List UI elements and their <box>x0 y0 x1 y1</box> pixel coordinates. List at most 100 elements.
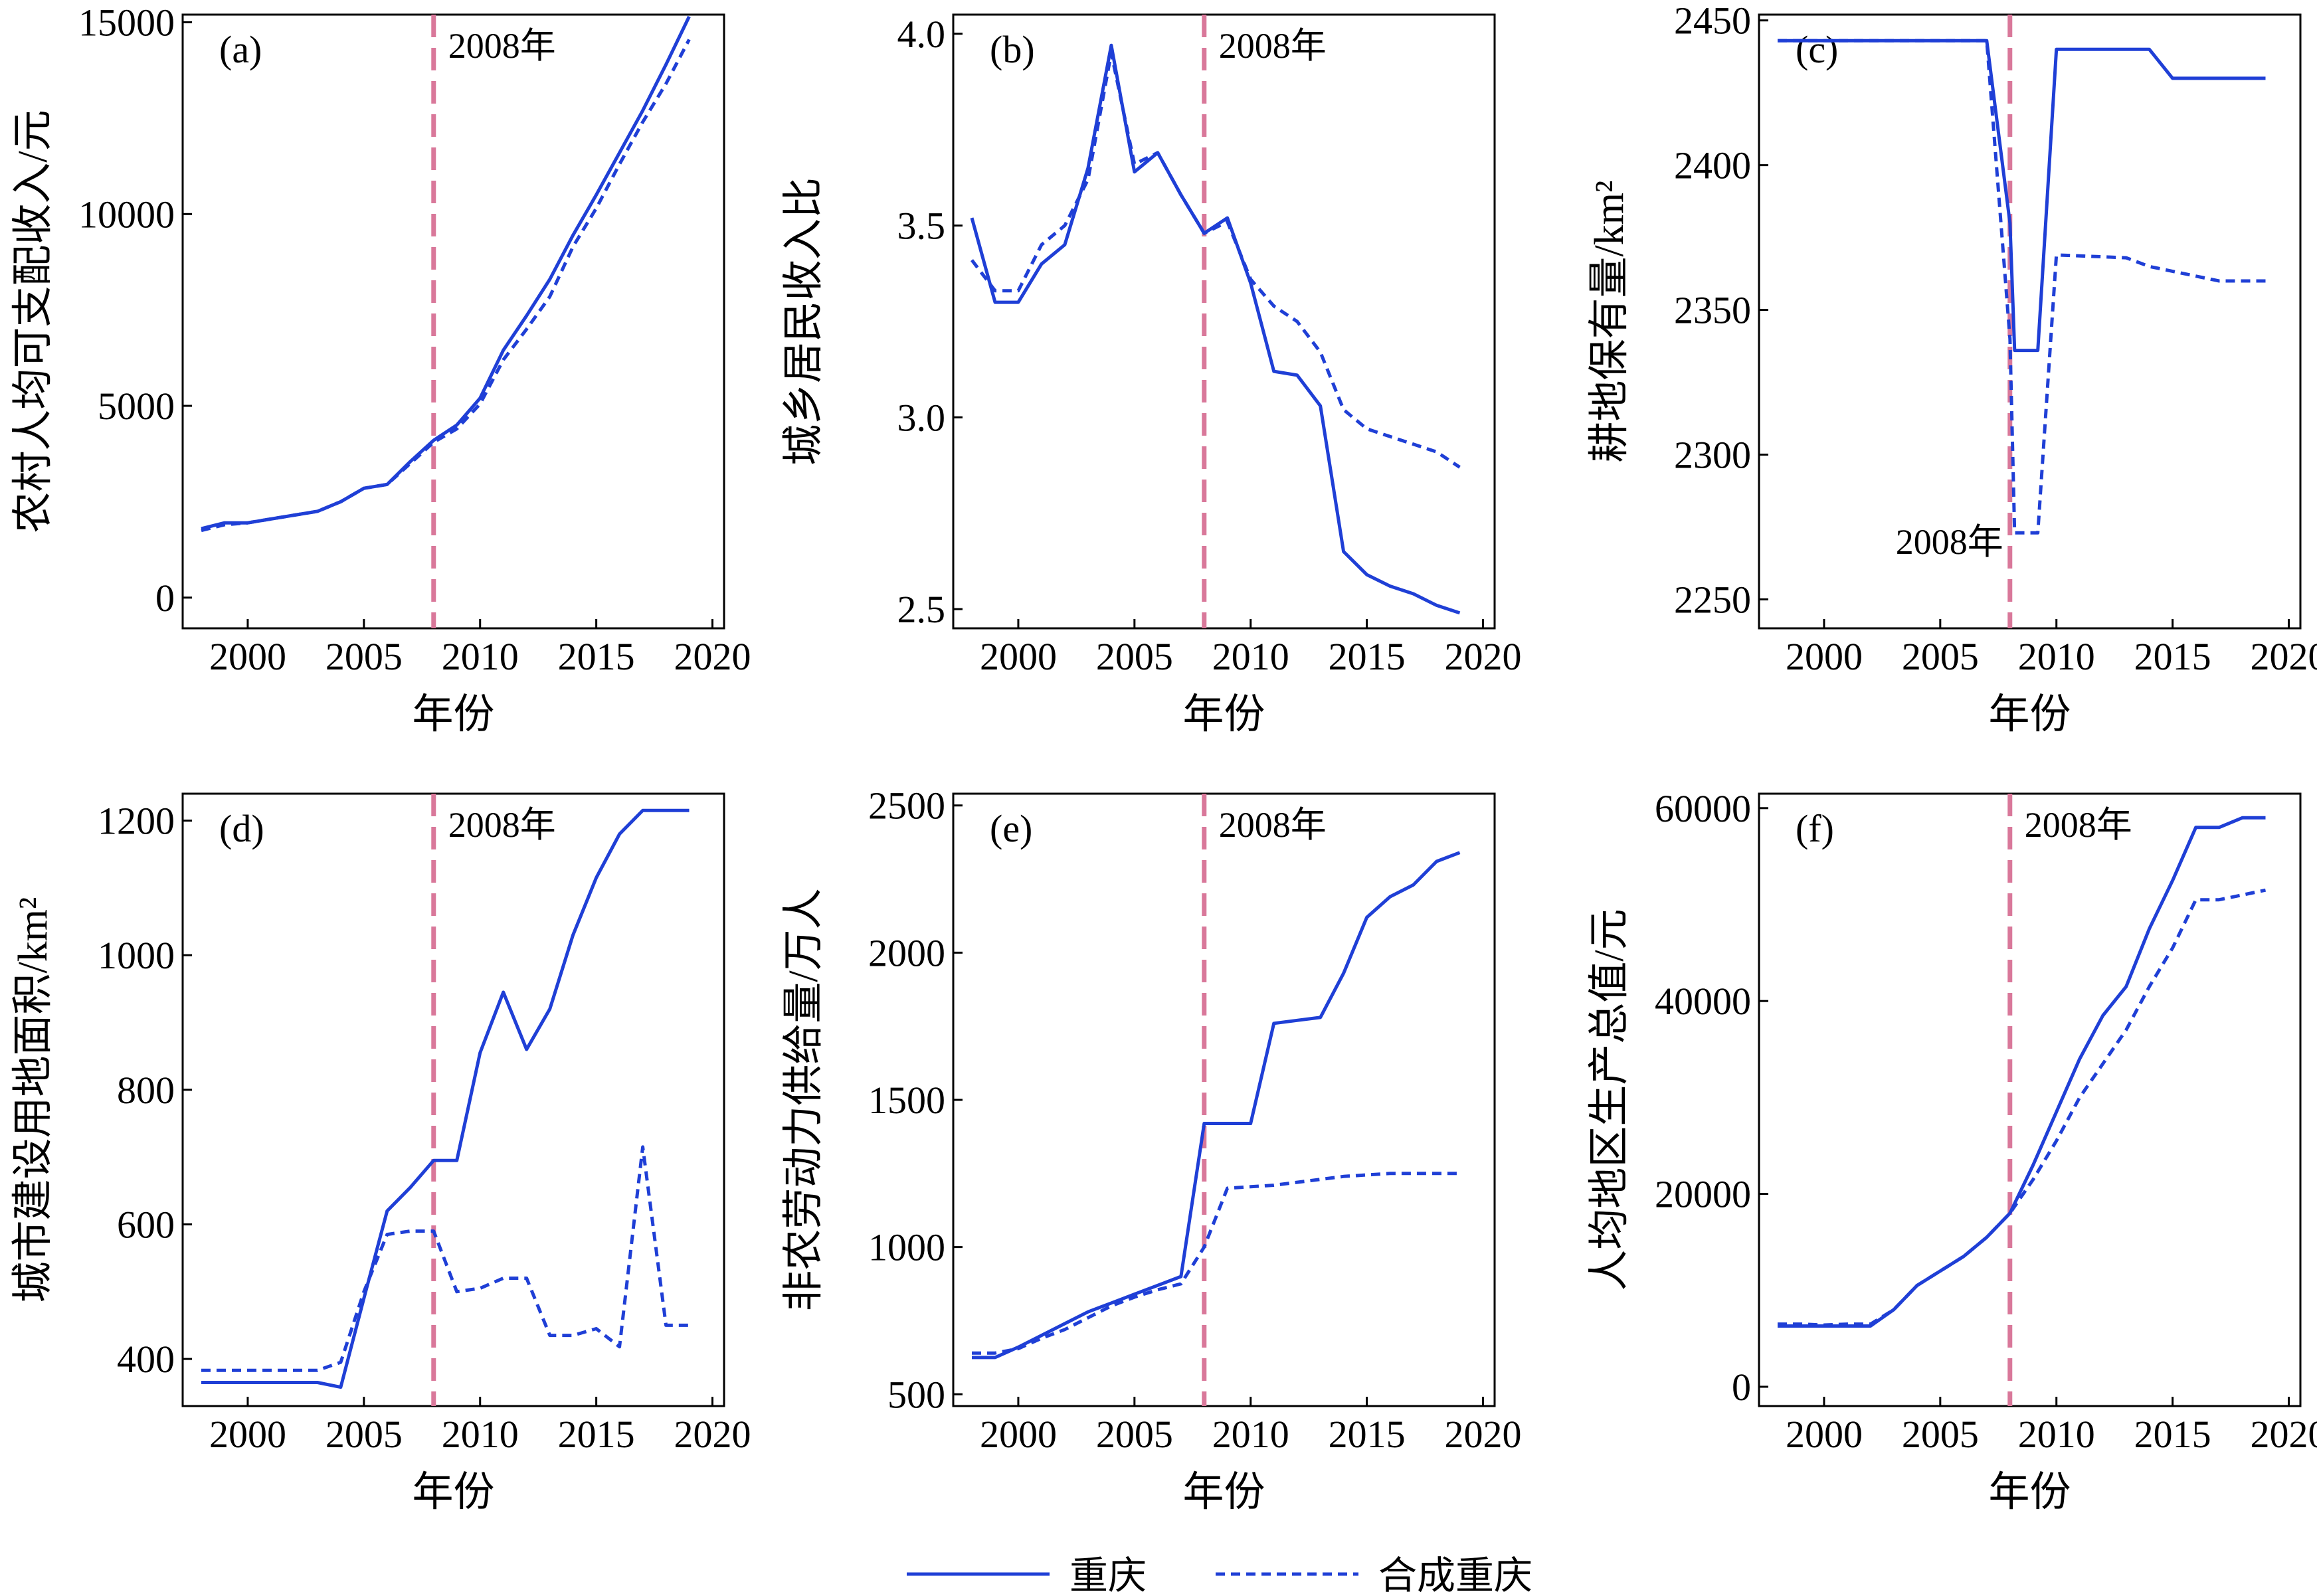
panel-label: (d) <box>219 807 264 850</box>
panel-label: (a) <box>219 28 262 71</box>
y-tick-label: 2300 <box>1674 433 1751 476</box>
panel-label: (b) <box>990 28 1035 71</box>
y-tick-label: 2400 <box>1674 144 1751 187</box>
panel-c: 2000 2005 2010 2015 2020 2250 2300 2350 2400 2450… <box>1587 0 2317 737</box>
event-annotation: 2008年 <box>448 26 556 66</box>
synthetic-series-line <box>201 39 691 533</box>
x-tick-label: 2005 <box>1096 1413 1173 1456</box>
panel-frame <box>181 792 725 1407</box>
x-tick-label: 2005 <box>325 635 403 678</box>
panel-label: (c) <box>1796 28 1838 71</box>
x-tick-label: 2015 <box>2134 1413 2211 1456</box>
x-tick-label: 2015 <box>558 635 635 678</box>
y-tick-label: 3.0 <box>897 396 946 439</box>
x-tick-label: 2015 <box>558 1413 635 1456</box>
y-tick-label: 1000 <box>868 1226 945 1269</box>
x-tick-label: 2000 <box>980 1413 1057 1456</box>
panel-e: 2000 2005 2010 2015 2020 500 1000 1500 2000 2500 年… <box>781 784 1522 1515</box>
panels-group: 2000 2005 2010 2015 2020050001000015000年份农村人… <box>11 0 2317 1515</box>
y-tick-label: 600 <box>117 1203 175 1246</box>
y-axis-label: 非农劳动力供给量/万人 <box>781 888 826 1311</box>
panel-d: 2000 2005 2010 2015 2020 400 600 800 1000 1200 年份 城… <box>11 792 751 1515</box>
actual-series-line <box>201 808 690 1389</box>
event-annotation: 2008年 <box>1896 522 2003 562</box>
y-tick-label: 60000 <box>1655 787 1751 830</box>
y-axis-label: 农村人均可支配收入/元 <box>11 110 56 533</box>
panel-frame <box>1758 792 2302 1407</box>
actual-series-line <box>970 43 1461 615</box>
x-tick-label: 2010 <box>1212 1413 1289 1456</box>
x-tick-label: 2020 <box>2251 635 2317 678</box>
y-tick-label: 0 <box>1732 1366 1751 1409</box>
x-axis-label: 年份 <box>412 692 494 737</box>
y-axis-label: 城乡居民收入比 <box>781 177 826 466</box>
x-tick-label: 2010 <box>442 1413 519 1456</box>
x-tick-label: 2005 <box>1902 635 1979 678</box>
panel-frame <box>952 13 1496 630</box>
y-tick-label: 500 <box>887 1373 945 1416</box>
y-tick-label: 2450 <box>1674 0 1751 43</box>
panel-frame <box>181 13 725 630</box>
x-tick-label: 2015 <box>2134 635 2211 678</box>
x-tick-label: 2010 <box>1212 635 1289 678</box>
y-tick-label: 5000 <box>98 385 175 428</box>
x-tick-label: 2020 <box>1445 1413 1522 1456</box>
x-tick-label: 2010 <box>2018 1413 2095 1456</box>
y-tick-label: 1200 <box>98 800 175 843</box>
synthetic-series-line <box>1778 39 2266 535</box>
y-tick-label: 40000 <box>1655 980 1751 1023</box>
x-axis-label: 年份 <box>1182 692 1265 737</box>
panel-b: 2000 2005 2010 2015 2020 2.5 3.0 3.5 4.0 年份 城乡居民收入… <box>781 13 1522 737</box>
panel-frame <box>1758 13 2302 630</box>
x-tick-label: 2005 <box>325 1413 403 1456</box>
y-tick-label: 2250 <box>1674 578 1751 621</box>
event-annotation: 2008年 <box>1219 805 1327 845</box>
panel-label: (e) <box>990 807 1032 850</box>
y-tick-label: 2000 <box>868 931 945 974</box>
x-tick-label: 2020 <box>1445 635 1522 678</box>
x-tick-label: 2000 <box>980 635 1057 678</box>
actual-series-line <box>201 15 691 531</box>
x-tick-label: 2000 <box>209 635 286 678</box>
y-tick-label: 1500 <box>868 1079 945 1122</box>
x-tick-label: 2020 <box>674 635 751 678</box>
panel-label: (f) <box>1796 807 1834 850</box>
x-tick-label: 2020 <box>2251 1413 2317 1456</box>
x-tick-label: 2005 <box>1902 1413 1979 1456</box>
x-tick-label: 2000 <box>1786 1413 1863 1456</box>
x-axis-label: 年份 <box>1988 1470 2071 1515</box>
synthetic-series-line <box>201 1145 690 1372</box>
actual-series-line <box>1778 39 2266 353</box>
y-tick-label: 3.5 <box>897 205 946 248</box>
synthetic-series-line <box>971 51 1461 469</box>
x-tick-label: 2015 <box>1329 635 1406 678</box>
actual-series-line <box>1778 816 2266 1328</box>
panel-f: 2000 2005 2010 2015 2020 0 20000 40000 60000 年份 人均… <box>1587 787 2317 1515</box>
event-annotation: 2008年 <box>448 805 556 845</box>
x-tick-label: 2010 <box>442 635 519 678</box>
x-tick-label: 2020 <box>674 1413 751 1456</box>
event-annotation: 2008年 <box>1219 26 1327 66</box>
synthetic-series-line <box>972 1172 1460 1355</box>
legend: 重庆 合成重庆 <box>907 1554 1532 1596</box>
y-tick-label: 20000 <box>1655 1173 1751 1216</box>
y-axis-label: 耕地保有量/km² <box>1587 180 1632 462</box>
y-tick-label: 4.0 <box>897 13 946 56</box>
y-axis-label: 人均地区生产总值/元 <box>1587 909 1632 1290</box>
y-tick-label: 2350 <box>1674 289 1751 332</box>
y-tick-label: 0 <box>155 576 175 620</box>
legend-synthetic-label: 合成重庆 <box>1378 1554 1532 1596</box>
y-tick-label: 2.5 <box>897 588 946 631</box>
y-tick-label: 2500 <box>868 784 945 828</box>
x-axis-label: 年份 <box>1182 1470 1265 1515</box>
x-tick-label: 2015 <box>1329 1413 1406 1456</box>
x-tick-label: 2000 <box>209 1413 286 1456</box>
actual-series-line <box>972 851 1461 1360</box>
x-tick-label: 2010 <box>2018 635 2095 678</box>
panel-a: 2000 2005 2010 2015 2020 0 5000 10000 15000 年份 农村人… <box>11 1 751 737</box>
y-tick-label: 400 <box>117 1338 175 1381</box>
x-axis-label: 年份 <box>412 1470 494 1515</box>
y-tick-label: 800 <box>117 1069 175 1112</box>
y-tick-label: 10000 <box>78 193 175 236</box>
